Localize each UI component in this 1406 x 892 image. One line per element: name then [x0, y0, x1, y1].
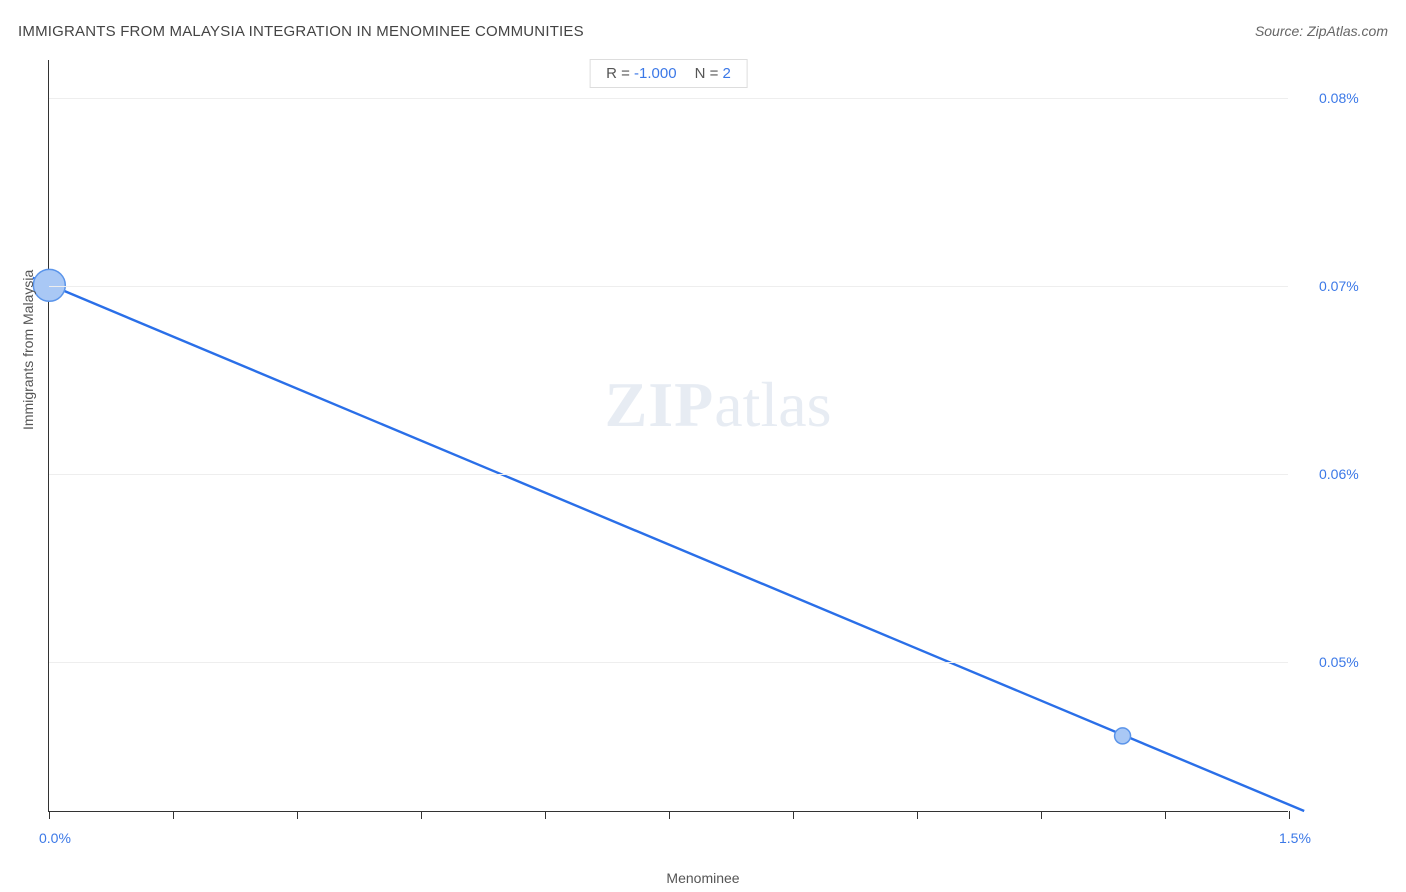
- source-attribution: Source: ZipAtlas.com: [1255, 23, 1388, 39]
- y-tick-label: 0.06%: [1319, 466, 1359, 482]
- x-tick: [545, 811, 546, 819]
- x-tick-label: 1.5%: [1279, 830, 1311, 846]
- gridline: [49, 286, 1288, 287]
- gridline: [49, 474, 1288, 475]
- gridline: [49, 662, 1288, 663]
- data-point[interactable]: [1115, 728, 1131, 744]
- x-tick: [173, 811, 174, 819]
- x-tick: [49, 811, 50, 819]
- y-axis-label: Immigrants from Malaysia: [20, 270, 36, 430]
- x-tick: [1165, 811, 1166, 819]
- source-prefix: Source:: [1255, 23, 1307, 39]
- y-tick-label: 0.05%: [1319, 654, 1359, 670]
- chart-header: IMMIGRANTS FROM MALAYSIA INTEGRATION IN …: [0, 0, 1406, 50]
- x-tick: [669, 811, 670, 819]
- y-tick-label: 0.08%: [1319, 90, 1359, 106]
- regression-line: [33, 278, 1304, 811]
- source-name: ZipAtlas.com: [1307, 23, 1388, 39]
- x-tick: [917, 811, 918, 819]
- y-tick-label: 0.07%: [1319, 278, 1359, 294]
- x-tick: [421, 811, 422, 819]
- plot-area: R = -1.000 N = 2 ZIPatlas 0.05%0.06%0.07…: [48, 60, 1288, 812]
- gridline: [49, 98, 1288, 99]
- x-tick: [793, 811, 794, 819]
- chart-svg: [49, 60, 1288, 811]
- x-tick: [1041, 811, 1042, 819]
- x-tick-label: 0.0%: [39, 830, 71, 846]
- chart-title: IMMIGRANTS FROM MALAYSIA INTEGRATION IN …: [18, 23, 584, 40]
- x-axis-label: Menominee: [666, 870, 739, 886]
- x-tick: [1289, 811, 1290, 819]
- x-tick: [297, 811, 298, 819]
